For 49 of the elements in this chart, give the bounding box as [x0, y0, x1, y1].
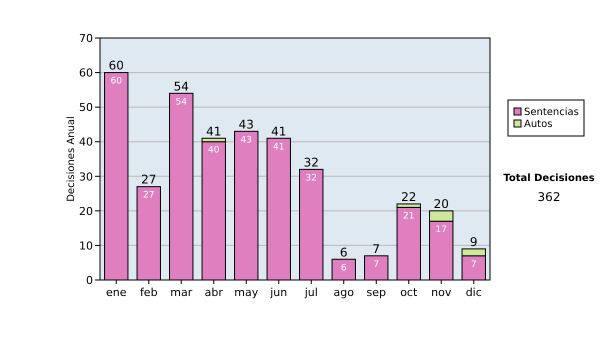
x-tick-label: ago	[334, 286, 354, 299]
data-label: 54	[176, 97, 188, 108]
y-tick-label: 10	[79, 239, 93, 252]
data-label: 7	[373, 260, 380, 270]
total-label: 41	[206, 124, 222, 138]
y-axis-title: Decisiones Anual	[66, 116, 77, 202]
total-label: 27	[141, 172, 156, 187]
y-tick-label: 30	[79, 170, 93, 184]
total-label: 7	[372, 242, 380, 256]
total-label: 9	[470, 234, 478, 249]
data-label: 32	[306, 173, 317, 184]
x-tick-label: sep	[366, 286, 386, 299]
data-label: 43	[240, 135, 252, 146]
total-label: 43	[238, 117, 254, 132]
y-tick-label: 0	[86, 274, 93, 287]
y-tick-label: 20	[79, 204, 93, 218]
data-label: 41	[273, 142, 284, 152]
x-tick-label: ene	[106, 286, 127, 299]
legend-label: Sentencias	[524, 107, 579, 118]
total-label: 6	[340, 245, 348, 260]
data-label: 60	[110, 76, 122, 87]
x-tick-label: dic	[466, 286, 482, 299]
x-tick-label: mar	[170, 286, 193, 299]
total-label: 20	[434, 196, 449, 211]
data-label: 27	[143, 190, 154, 201]
y-tick-label: 40	[79, 136, 93, 149]
legend-label: Autos	[524, 119, 552, 130]
data-label: 7	[470, 260, 477, 270]
data-label: 17	[436, 225, 447, 236]
data-label: 6	[340, 263, 347, 274]
total-label: 41	[271, 124, 286, 138]
x-tick-label: jul	[304, 286, 318, 299]
text: Total Decisiones	[503, 173, 595, 184]
total-label: 54	[174, 79, 189, 94]
total-label: 22	[401, 190, 416, 204]
x-tick-label: abr	[204, 286, 224, 299]
y-tick-label: 70	[79, 32, 93, 45]
data-label: 21	[403, 211, 414, 222]
y-tick-label: 60	[79, 66, 93, 80]
x-tick-label: oct	[400, 286, 418, 299]
x-tick-label: jun	[269, 286, 288, 299]
x-tick-label: feb	[140, 286, 158, 299]
text: 362	[538, 190, 560, 204]
total-label: 32	[304, 155, 319, 170]
y-tick-label: 50	[79, 101, 93, 114]
x-tick-label: nov	[431, 286, 452, 299]
total-label: 60	[108, 58, 124, 73]
data-label: 40	[208, 146, 220, 156]
x-tick-label: may	[234, 286, 259, 299]
